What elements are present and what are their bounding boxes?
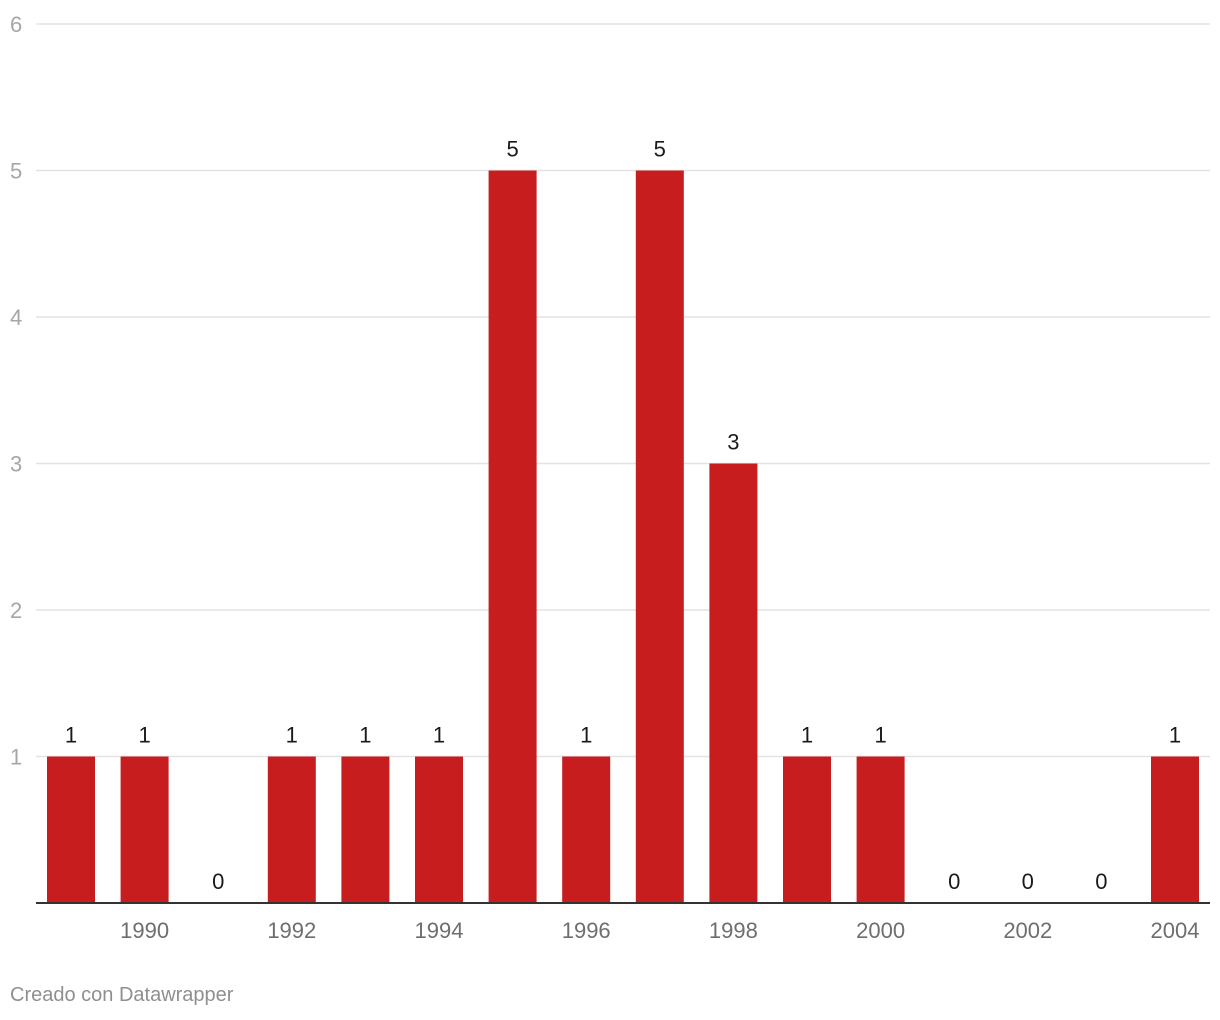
x-tick-label-1990: 1990 <box>120 918 169 943</box>
data-label-2001: 0 <box>948 869 960 894</box>
data-label-1992: 1 <box>286 723 298 748</box>
x-tick-label-1992: 1992 <box>267 918 316 943</box>
y-tick-label: 4 <box>10 305 22 330</box>
x-tick-label-1998: 1998 <box>709 918 758 943</box>
y-axis-ticks: 1 2 3 4 5 6 <box>10 12 22 770</box>
data-label-1998: 3 <box>727 430 739 455</box>
data-label-1993: 1 <box>359 723 371 748</box>
bar-1993 <box>341 756 390 903</box>
x-axis-ticks: 1990 1992 1994 1996 1998 2000 2002 2004 <box>120 918 1199 943</box>
x-tick-label-1996: 1996 <box>562 918 611 943</box>
data-label-1996: 1 <box>580 723 592 748</box>
y-tick-label: 5 <box>10 159 22 184</box>
bar-2000 <box>856 756 905 903</box>
y-tick-label: 1 <box>10 745 22 770</box>
credit-text: Creado con Datawrapper <box>10 984 234 1006</box>
x-tick-label-2004: 2004 <box>1151 918 1200 943</box>
data-label-1989: 1 <box>65 723 77 748</box>
data-label-1991: 0 <box>212 869 224 894</box>
gridlines <box>36 23 1210 758</box>
bar-1990 <box>120 756 169 903</box>
bar-1989 <box>47 756 95 903</box>
bar-1999 <box>783 756 831 903</box>
bar-1992 <box>267 756 316 903</box>
y-tick-label: 2 <box>10 598 22 623</box>
x-tick-label-2000: 2000 <box>856 918 905 943</box>
data-label-2000: 1 <box>874 723 886 748</box>
data-label-1995: 5 <box>506 137 518 162</box>
y-tick-label: 3 <box>10 452 22 477</box>
data-label-1997: 5 <box>654 137 666 162</box>
x-tick-label-2002: 2002 <box>1003 918 1052 943</box>
data-label-2004: 1 <box>1169 723 1181 748</box>
bars <box>47 170 1199 903</box>
bar-1994 <box>415 756 463 903</box>
y-tick-label: 6 <box>10 12 22 37</box>
bar-2004 <box>1151 756 1199 903</box>
data-label-1990: 1 <box>138 723 150 748</box>
data-label-2002: 0 <box>1022 869 1034 894</box>
x-tick-label-1994: 1994 <box>415 918 464 943</box>
data-label-1994: 1 <box>433 723 445 748</box>
bar-1996 <box>562 756 611 903</box>
bar-1997 <box>635 170 684 903</box>
data-label-1999: 1 <box>801 723 813 748</box>
data-labels: 1 1 0 1 1 1 5 1 5 3 1 1 0 0 0 1 <box>65 137 1181 895</box>
bar-1998 <box>709 463 758 903</box>
bar-1995 <box>488 170 537 903</box>
data-label-2003: 0 <box>1095 869 1107 894</box>
